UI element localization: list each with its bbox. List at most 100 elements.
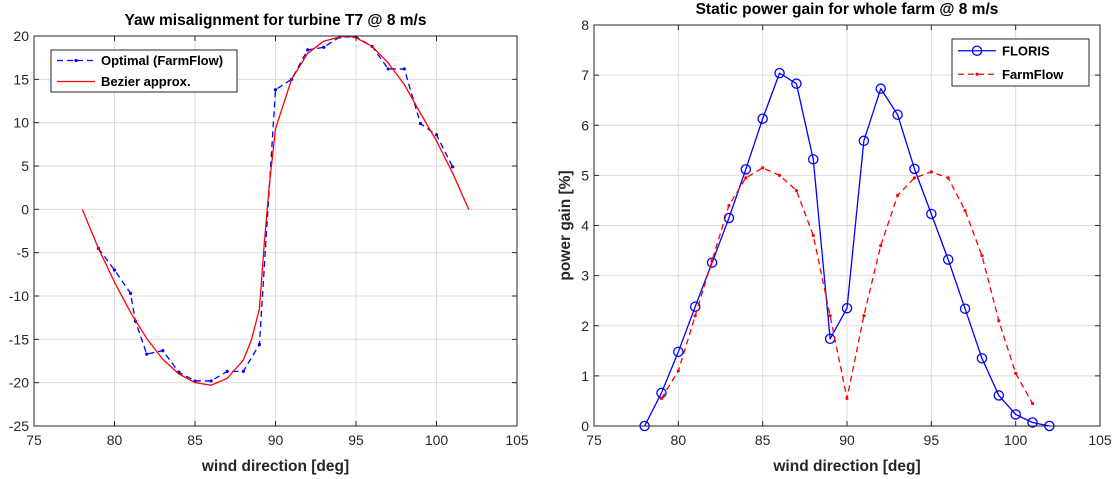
data-point — [808, 154, 819, 165]
x-axis-label: wind direction [deg] — [201, 458, 349, 475]
legend-label: FarmFlow — [1002, 67, 1064, 82]
x-tick-label: 95 — [924, 432, 940, 448]
data-point — [841, 302, 853, 314]
ticks: 75 80 85 90 95 100 105 -25 -20 -15 -10 -5 0 5 10 15 20 — [9, 28, 529, 448]
data-point — [322, 45, 326, 49]
data-point — [740, 164, 752, 175]
data-point — [402, 67, 406, 71]
y-tick-label: -15 — [9, 331, 29, 347]
data-point — [129, 291, 133, 295]
data-point — [727, 203, 731, 208]
data-point — [451, 165, 455, 169]
data-point — [659, 396, 664, 401]
y-tick-label: 1 — [581, 368, 589, 384]
x-tick-label: 105 — [505, 432, 529, 448]
data-point — [706, 257, 718, 268]
data-point — [112, 268, 117, 272]
data-point — [1030, 401, 1035, 406]
y-tick-label: 4 — [581, 218, 589, 234]
x-tick-label: 100 — [1004, 432, 1028, 448]
data-point — [997, 319, 1001, 323]
data-point — [306, 48, 310, 52]
data-point — [858, 135, 870, 147]
data-point — [693, 314, 697, 318]
legend-box — [951, 38, 1090, 87]
data-point — [710, 258, 714, 263]
data-point — [257, 342, 261, 347]
x-tick-label: 90 — [839, 432, 855, 448]
data-point — [1027, 417, 1038, 428]
y-tick-label: 10 — [13, 115, 29, 131]
y-tick-label: 20 — [13, 28, 29, 44]
data-point — [794, 188, 799, 193]
y-tick-label: 8 — [581, 17, 589, 33]
data-point — [875, 83, 886, 94]
data-point — [909, 163, 920, 175]
data-point — [225, 369, 229, 373]
data-point — [912, 176, 917, 180]
y-tick-label: 7 — [581, 67, 589, 83]
y-tick-label: 2 — [581, 318, 589, 334]
data-point — [845, 396, 849, 401]
legend-label: Bezier approx. — [101, 74, 191, 89]
data-point — [892, 109, 903, 120]
y-tick-label: 0 — [581, 418, 589, 434]
data-point — [744, 176, 748, 180]
data-point — [946, 176, 950, 180]
legend-marker — [74, 58, 78, 63]
data-point — [434, 133, 439, 137]
data-point — [777, 173, 782, 177]
series-line — [81, 35, 470, 386]
x-tick-label: 80 — [107, 432, 123, 448]
data-point — [757, 113, 768, 124]
data-point — [926, 208, 937, 220]
chart-title: Yaw misalignment for turbine T7 @ 8 m/s — [125, 12, 427, 29]
legend: Optimal (FarmFlow) Bezier approx. — [50, 49, 238, 93]
x-tick-label: 80 — [671, 432, 687, 448]
x-tick-label: 75 — [26, 432, 42, 448]
data-point — [1014, 371, 1018, 375]
y-axis-label: power gain [%] — [557, 170, 574, 280]
legend-box — [50, 49, 238, 93]
data-point — [673, 346, 684, 358]
ticks: 75 80 85 90 95 100 105 0 1 2 3 4 5 6 7 8 — [581, 17, 1112, 448]
legend-label: Optimal (FarmFlow) — [101, 53, 223, 68]
data-point — [145, 352, 149, 356]
x-tick-label: 100 — [425, 432, 449, 448]
legend-marker — [971, 45, 983, 57]
chart-title: Static power gain for whole farm @ 8 m/s — [696, 1, 999, 18]
y-tick-label: 6 — [581, 117, 589, 133]
data-point — [828, 314, 832, 318]
x-tick-label: 105 — [1088, 432, 1112, 448]
y-tick-label: -5 — [17, 245, 30, 261]
data-point — [386, 67, 390, 71]
y-tick-label: 15 — [13, 71, 29, 87]
yaw-misalignment-chart: Yaw misalignment for turbine T7 @ 8 m/s … — [9, 12, 529, 475]
y-tick-label: 0 — [21, 201, 29, 217]
y-tick-label: 3 — [581, 268, 589, 284]
x-tick-label: 75 — [586, 432, 602, 448]
data-point — [209, 379, 213, 383]
data-point — [791, 78, 802, 89]
data-point — [161, 349, 165, 353]
data-point — [689, 301, 701, 312]
series-line — [97, 36, 454, 382]
data-point — [676, 369, 680, 373]
data-point — [1010, 409, 1021, 420]
data-point — [418, 121, 422, 126]
legend-marker — [975, 72, 979, 76]
data-point — [929, 170, 933, 174]
legend-label: FLORIS — [1002, 43, 1050, 58]
data-point — [811, 233, 815, 238]
series-farmflow — [659, 166, 1035, 406]
data-point — [959, 303, 971, 314]
y-tick-label: -20 — [9, 375, 29, 391]
data-point — [774, 67, 785, 79]
data-point — [963, 208, 967, 213]
data-point — [761, 166, 765, 170]
x-tick-label: 90 — [268, 432, 284, 448]
y-tick-label: 5 — [581, 167, 589, 183]
data-point — [723, 212, 735, 224]
data-point — [942, 254, 954, 265]
